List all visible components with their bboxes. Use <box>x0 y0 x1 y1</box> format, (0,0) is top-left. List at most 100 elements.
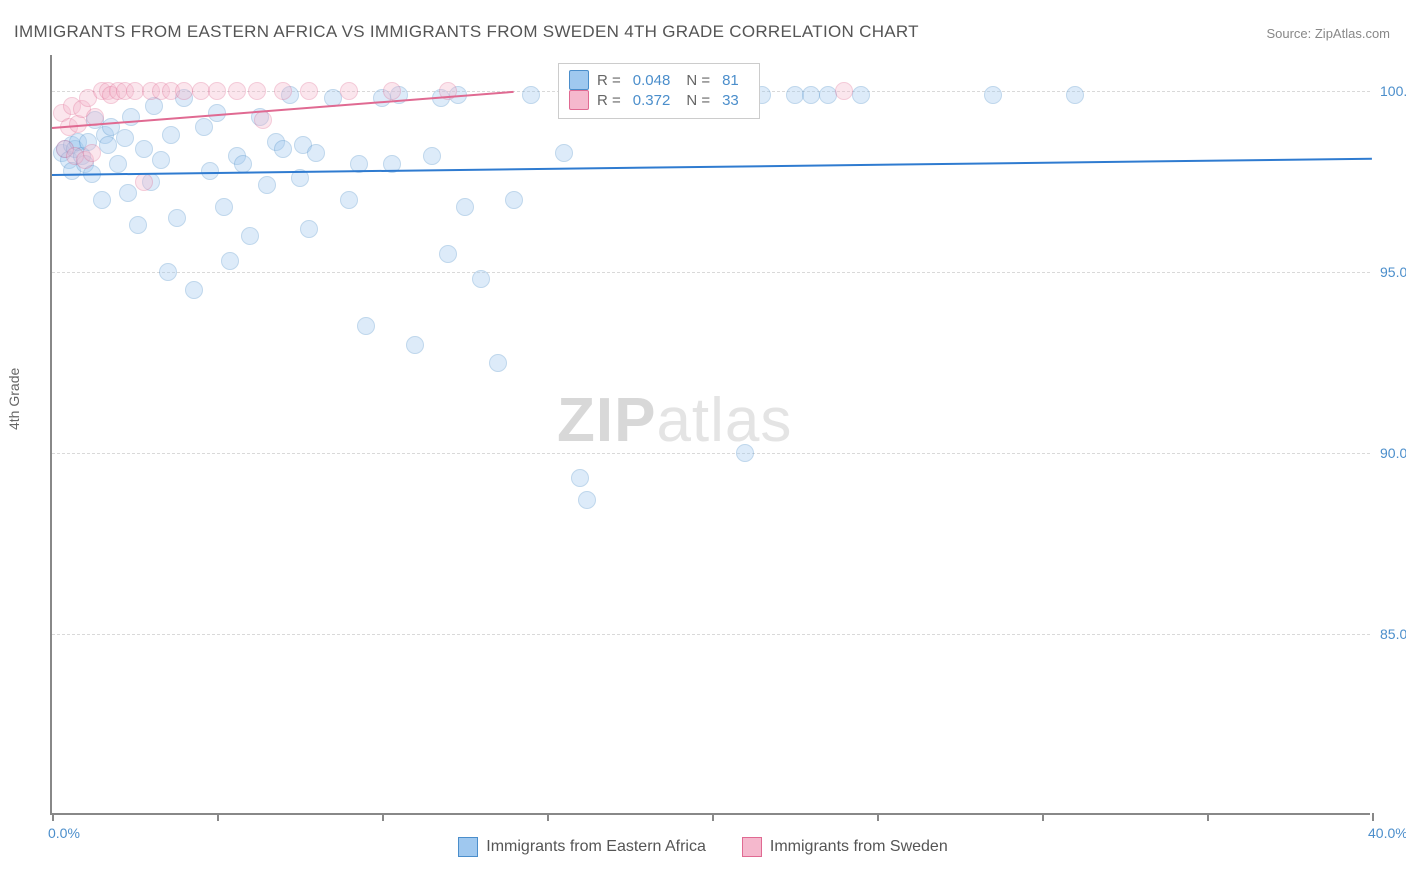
legend-r-label: R = <box>597 72 621 89</box>
data-point <box>489 354 507 372</box>
data-point <box>201 162 219 180</box>
data-point <box>505 191 523 209</box>
data-point <box>340 82 358 100</box>
data-point <box>248 82 266 100</box>
data-point <box>185 281 203 299</box>
data-point <box>215 198 233 216</box>
data-point <box>159 263 177 281</box>
data-point <box>456 198 474 216</box>
y-axis-label: 4th Grade <box>6 368 22 430</box>
data-point <box>195 118 213 136</box>
data-point <box>162 126 180 144</box>
legend-row: R = 0.372 N = 33 <box>569 90 747 110</box>
series-legend: Immigrants from Eastern Africa Immigrants… <box>0 837 1406 862</box>
series-label: Immigrants from Sweden <box>770 838 948 856</box>
x-tick <box>52 813 54 821</box>
x-tick-label: 0.0% <box>48 825 80 841</box>
data-point <box>835 82 853 100</box>
data-point <box>254 111 272 129</box>
legend-n-label: N = <box>686 72 710 89</box>
data-point <box>99 136 117 154</box>
data-point <box>175 82 193 100</box>
data-point <box>109 155 127 173</box>
data-point <box>168 209 186 227</box>
watermark-atlas: atlas <box>656 386 792 455</box>
data-point <box>819 86 837 104</box>
data-point <box>274 140 292 158</box>
y-tick-label: 100.0% <box>1380 83 1406 99</box>
data-point <box>578 491 596 509</box>
data-point <box>234 155 252 173</box>
series-legend-item: Immigrants from Eastern Africa <box>458 837 706 857</box>
x-tick <box>712 813 714 821</box>
watermark-zip: ZIP <box>557 386 656 455</box>
legend-swatch <box>569 70 589 90</box>
data-point <box>307 144 325 162</box>
x-tick <box>547 813 549 821</box>
x-tick <box>877 813 879 821</box>
data-point <box>135 173 153 191</box>
data-point <box>129 216 147 234</box>
x-tick <box>382 813 384 821</box>
data-point <box>423 147 441 165</box>
data-point <box>555 144 573 162</box>
data-point <box>83 144 101 162</box>
series-legend-item: Immigrants from Sweden <box>742 837 948 857</box>
data-point <box>472 270 490 288</box>
data-point <box>340 191 358 209</box>
source-attribution: Source: ZipAtlas.com <box>1266 26 1390 41</box>
data-point <box>522 86 540 104</box>
data-point <box>126 82 144 100</box>
gridline-h <box>52 634 1370 635</box>
data-point <box>119 184 137 202</box>
data-point <box>221 252 239 270</box>
legend-row: R = 0.048 N = 81 <box>569 70 747 90</box>
data-point <box>93 191 111 209</box>
data-point <box>736 444 754 462</box>
watermark: ZIPatlas <box>557 385 792 456</box>
data-point <box>802 86 820 104</box>
data-point <box>135 140 153 158</box>
x-tick <box>1042 813 1044 821</box>
data-point <box>274 82 292 100</box>
y-tick-label: 95.0% <box>1380 264 1406 280</box>
legend-swatch <box>569 90 589 110</box>
x-tick <box>217 813 219 821</box>
legend-r-value: 0.372 <box>629 92 679 109</box>
series-swatch <box>458 837 478 857</box>
series-swatch <box>742 837 762 857</box>
data-point <box>152 151 170 169</box>
data-point <box>406 336 424 354</box>
data-point <box>383 82 401 100</box>
data-point <box>241 227 259 245</box>
data-point <box>852 86 870 104</box>
data-point <box>116 129 134 147</box>
data-point <box>786 86 804 104</box>
data-point <box>228 82 246 100</box>
gridline-h <box>52 453 1370 454</box>
correlation-legend: R = 0.048 N = 81 R = 0.372 N = 33 <box>558 63 760 119</box>
legend-r-value: 0.048 <box>629 72 679 89</box>
chart-title: IMMIGRANTS FROM EASTERN AFRICA VS IMMIGR… <box>14 22 919 42</box>
y-tick-label: 90.0% <box>1380 445 1406 461</box>
data-point <box>208 82 226 100</box>
legend-r-label: R = <box>597 92 621 109</box>
data-point <box>984 86 1002 104</box>
y-tick-label: 85.0% <box>1380 626 1406 642</box>
data-point <box>192 82 210 100</box>
x-tick-label: 40.0% <box>1368 825 1406 841</box>
data-point <box>300 82 318 100</box>
data-point <box>357 317 375 335</box>
legend-n-value: 33 <box>718 92 747 109</box>
data-point <box>1066 86 1084 104</box>
scatter-plot-area: ZIPatlas <box>50 55 1370 815</box>
legend-n-value: 81 <box>718 72 747 89</box>
x-tick <box>1372 813 1374 821</box>
data-point <box>258 176 276 194</box>
gridline-h <box>52 272 1370 273</box>
data-point <box>300 220 318 238</box>
legend-n-label: N = <box>686 92 710 109</box>
data-point <box>571 469 589 487</box>
data-point <box>439 245 457 263</box>
x-tick <box>1207 813 1209 821</box>
